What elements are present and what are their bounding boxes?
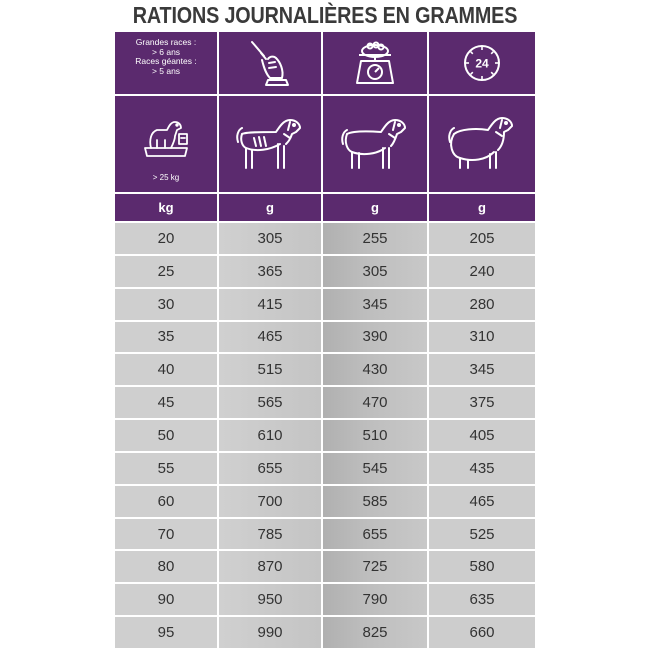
ration-overweight-cell: 405 (429, 420, 535, 453)
ration-overweight-cell: 435 (429, 452, 535, 486)
ration-thin-cell: 515 (219, 354, 323, 388)
ration-overweight-cell: 205 (429, 223, 535, 256)
weight-kg-cell: 25 (115, 255, 219, 289)
ration-normal-cell: 545 (323, 452, 429, 486)
ration-thin-cell: 655 (219, 452, 323, 486)
unit-g: g (429, 194, 535, 223)
ration-thin-cell: 990 (219, 617, 323, 650)
ration-normal-cell: 825 (323, 617, 429, 650)
ration-overweight-cell: 465 (429, 485, 535, 519)
ration-thin-cell: 365 (219, 255, 323, 289)
ration-overweight-cell: 310 (429, 321, 535, 355)
weight-kg-cell: 55 (115, 452, 219, 486)
ration-overweight-cell: 280 (429, 288, 535, 322)
ration-normal-cell: 430 (323, 354, 429, 388)
ration-normal-cell: 255 (323, 223, 429, 256)
ration-normal-cell: 345 (323, 288, 429, 322)
ration-overweight-cell: 240 (429, 255, 535, 289)
weight-kg-cell: 40 (115, 354, 219, 388)
unit-g: g (219, 194, 323, 223)
food-scale-icon (356, 41, 394, 84)
breed-line-4: > 5 ans (151, 65, 181, 76)
dog-on-scale-icon (144, 121, 188, 157)
fat-dog-icon (448, 117, 513, 169)
food-scale-header-cell (323, 32, 429, 96)
ration-normal-cell: 655 (323, 518, 429, 552)
ration-overweight-cell: 525 (429, 518, 535, 552)
ration-normal-cell: 725 (323, 551, 429, 585)
breed-line-1: Grandes races : (135, 37, 197, 47)
ration-thin-cell: 870 (219, 551, 323, 585)
weight-kg-cell: 70 (115, 518, 219, 552)
ration-table: Grandes races : > 6 ans Races géantes : … (115, 32, 535, 650)
weight-kg-cell: 20 (115, 223, 219, 256)
ration-normal-cell: 305 (323, 255, 429, 289)
weight-kg-cell: 35 (115, 321, 219, 355)
ration-thin-cell: 305 (219, 223, 323, 256)
breed-line-3: Races géantes : (135, 56, 197, 66)
normal-dog-icon (341, 119, 406, 169)
ration-thin-cell: 465 (219, 321, 323, 355)
weight-header-cell: > 25 kg (115, 96, 219, 194)
ration-normal-cell: 585 (323, 485, 429, 519)
normal-dog-header-cell (323, 96, 429, 194)
breed-age-cell: Grandes races : > 6 ans Races géantes : … (115, 32, 219, 96)
unit-g: g (323, 194, 429, 223)
weight-kg-cell: 80 (115, 551, 219, 585)
unit-kg: kg (115, 194, 219, 223)
ration-thin-cell: 610 (219, 420, 323, 453)
ration-overweight-cell: 635 (429, 584, 535, 618)
ration-overweight-cell: 580 (429, 551, 535, 585)
breed-age-label: Grandes races : > 6 ans Races géantes : … (115, 37, 217, 76)
weight-kg-cell: 90 (115, 584, 219, 618)
ration-normal-cell: 790 (323, 584, 429, 618)
ration-normal-cell: 470 (323, 387, 429, 421)
leash-hand-icon (251, 41, 289, 86)
ration-thin-cell: 950 (219, 584, 323, 618)
ration-thin-cell: 785 (219, 518, 323, 552)
page-title: RATIONS JOURNALIÈRES EN GRAMMES (132, 2, 518, 28)
weight-kg-cell: 45 (115, 387, 219, 421)
ration-thin-cell: 565 (219, 387, 323, 421)
weight-kg-cell: 50 (115, 420, 219, 453)
clock-24h-icon: 24 (464, 45, 500, 81)
ration-normal-cell: 390 (323, 321, 429, 355)
thin-dog-header-cell (219, 96, 323, 194)
ration-overweight-cell: 375 (429, 387, 535, 421)
ration-overweight-cell: 345 (429, 354, 535, 388)
ration-normal-cell: 510 (323, 420, 429, 453)
ration-overweight-cell: 660 (429, 617, 535, 650)
thin-dog-icon (236, 119, 301, 169)
clock-header-cell: 24 (429, 32, 535, 96)
fat-dog-header-cell (429, 96, 535, 194)
activity-header-cell (219, 32, 323, 96)
ration-thin-cell: 415 (219, 288, 323, 322)
weight-kg-cell: 95 (115, 617, 219, 650)
clock-label: 24 (475, 57, 489, 71)
weight-kg-cell: 60 (115, 485, 219, 519)
weight-kg-cell: 30 (115, 288, 219, 322)
weight-label: > 25 kg (152, 173, 180, 182)
breed-line-2: > 6 ans (151, 46, 181, 57)
ration-thin-cell: 700 (219, 485, 323, 519)
